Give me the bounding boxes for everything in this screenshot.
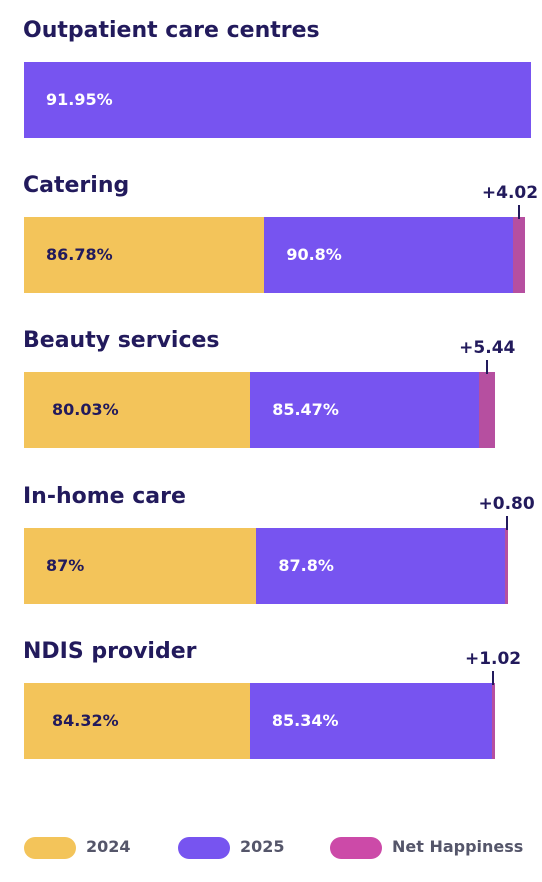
group-title-in-home-care: In-home care xyxy=(23,484,186,509)
group-title-beauty-services: Beauty services xyxy=(23,328,220,353)
net-happiness-tick-beauty-services xyxy=(486,360,489,374)
value-label-2025-ndis-provider: 85.34% xyxy=(271,711,339,730)
value-label-2025-catering: 90.8% xyxy=(286,245,342,264)
net-happiness-label-ndis-provider: +1.02 xyxy=(464,649,522,669)
net-happiness-label-catering: +4.02 xyxy=(481,183,539,203)
value-label-2025-outpatient-care-centres: 91.95% xyxy=(46,90,113,109)
bar-net-happiness-ndis-provider xyxy=(491,683,495,759)
bar-2024-catering xyxy=(24,217,265,293)
bar-group-ndis-provider: 84.32% 85.34% xyxy=(24,683,495,759)
bar-2024-beauty-services xyxy=(24,372,251,448)
value-label-2024-catering: 86.78% xyxy=(46,245,113,264)
net-happiness-tick-catering xyxy=(517,205,520,219)
bar-2025-outpatient-care-centres xyxy=(24,62,531,138)
net-happiness-label-in-home-care: +0.80 xyxy=(478,494,535,514)
bar-group-in-home-care: 87% 87.8% xyxy=(24,528,509,604)
legend-label-2024: 2024 xyxy=(86,837,131,856)
bar-2024-in-home-care xyxy=(24,528,257,604)
group-title-outpatient-care-centres: Outpatient care centres xyxy=(23,18,320,43)
bar-group-outpatient-care-centres: 91.95% xyxy=(24,62,531,138)
bar-2024-ndis-provider xyxy=(24,683,250,759)
net-happiness-label-beauty-services: +5.44 xyxy=(459,338,516,358)
bar-group-beauty-services: 80.03% 85.47% xyxy=(24,372,496,448)
value-label-2025-beauty-services: 85.47% xyxy=(272,400,339,419)
legend-swatch-2024 xyxy=(24,837,76,859)
value-label-2024-ndis-provider: 84.32% xyxy=(52,711,119,730)
bar-group-catering: 86.78% 90.8% xyxy=(24,217,525,293)
legend: 2024 2025 Net Happiness xyxy=(24,836,534,860)
bar-net-happiness-in-home-care xyxy=(505,528,509,604)
legend-label-net-happiness: Net Happiness xyxy=(392,837,524,856)
value-label-2025-in-home-care: 87.8% xyxy=(278,556,334,575)
group-title-ndis-provider: NDIS provider xyxy=(23,639,197,664)
bar-net-happiness-catering xyxy=(512,217,525,293)
net-happiness-tick-ndis-provider xyxy=(492,671,495,685)
net-happiness-tick-in-home-care xyxy=(505,516,508,530)
bar-net-happiness-beauty-services xyxy=(479,372,496,448)
legend-swatch-2025 xyxy=(178,837,230,859)
legend-swatch-net-happiness xyxy=(330,837,382,859)
group-title-catering: Catering xyxy=(23,173,130,198)
value-label-2024-in-home-care: 87% xyxy=(46,556,85,575)
value-label-2024-beauty-services: 80.03% xyxy=(52,400,119,419)
legend-label-2025: 2025 xyxy=(240,837,285,856)
